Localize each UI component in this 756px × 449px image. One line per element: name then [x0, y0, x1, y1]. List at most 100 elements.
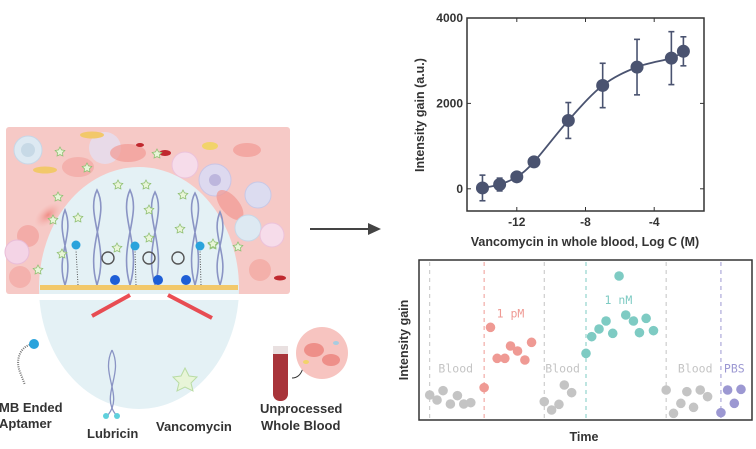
data-point [438, 385, 448, 396]
vancomycin-star-icon [207, 238, 219, 249]
x-tick-label: -12 [508, 215, 526, 229]
vancomycin-star-icon [177, 189, 189, 200]
x-axis-label: Vancomycin in whole blood, Log C (M) [471, 235, 699, 249]
sensor-illustration [4, 127, 290, 409]
data-point [586, 331, 597, 342]
data-point [520, 355, 530, 365]
data-point [527, 155, 541, 169]
legend-label-blood-1: Unprocessed [260, 401, 342, 416]
data-point [510, 170, 524, 184]
vancomycin-legend-icon [171, 366, 199, 392]
data-point [465, 397, 476, 408]
data-point [475, 181, 489, 195]
data-point [729, 398, 740, 409]
data-point [736, 384, 746, 395]
data-point [695, 385, 706, 395]
lubricin-legend-icon [103, 349, 120, 419]
data-point [594, 324, 604, 334]
vancomycin-star-icon [56, 248, 68, 259]
y-axis-label: Intensity gain (a.u.) [413, 58, 427, 172]
electrode [40, 285, 238, 290]
data-point [620, 310, 631, 320]
data-point [566, 387, 577, 398]
phase-label: Blood [438, 361, 473, 375]
data-point [546, 405, 557, 415]
data-point [668, 408, 679, 419]
data-point [445, 399, 456, 409]
data-point [526, 337, 537, 348]
data-point [676, 44, 690, 58]
dose-response-chart: -12 -8 -4 0 2000 4000 Vancomycin in whole blo… [413, 11, 705, 249]
vancomycin-star-icon [72, 212, 84, 223]
data-point [485, 322, 496, 333]
data-point [682, 386, 692, 397]
vancomycin-star-icon [47, 214, 59, 225]
y-tick-label: 2000 [436, 96, 463, 110]
data-point [688, 402, 699, 413]
data-point [561, 113, 575, 127]
data-point [648, 325, 659, 336]
vancomycin-star-icon [54, 146, 66, 157]
lubricin-strands [61, 188, 224, 286]
aptamers [71, 240, 205, 286]
data-point [607, 328, 618, 339]
legend-label-aptamer-1: MB Ended [0, 400, 63, 415]
data-point [634, 327, 645, 338]
vancomycin-star-icon [32, 264, 44, 275]
vancomycin-star-icon [174, 223, 186, 234]
vancomycin-star-icon [140, 179, 152, 190]
phase-label: PBS [724, 361, 745, 375]
time-trace-chart: Blood 1 pM Blood 1 nM Blood PBS Time Intensit… [397, 259, 753, 444]
y-tick-label: 0 [456, 182, 463, 196]
legend: MB Ended Aptamer Lubricin Vancomycin Unp… [0, 327, 348, 441]
vancomycin-star-icon [151, 148, 163, 159]
data-point [479, 382, 489, 393]
aptamer-legend-icon [17, 339, 39, 386]
data-point [505, 341, 516, 351]
phase-label: 1 pM [497, 306, 525, 320]
data-point [596, 78, 610, 92]
data-point [424, 390, 435, 400]
data-point [716, 407, 726, 418]
data-point [702, 391, 713, 402]
vancomycin-star-icon [143, 232, 155, 243]
data-point [493, 178, 507, 192]
vancomycin-star-icon [81, 162, 93, 173]
arrow-icon [310, 223, 381, 235]
vancomycin-star-icon [112, 179, 124, 190]
data-point [628, 316, 639, 326]
data-point [492, 353, 502, 364]
data-point [661, 385, 671, 395]
data-point [722, 385, 733, 395]
legend-label-vancomycin: Vancomycin [156, 419, 232, 434]
phase-label: Blood [545, 361, 580, 375]
data-point [676, 398, 686, 409]
phase-label: Blood [678, 361, 713, 375]
data-point [581, 348, 591, 359]
y-tick-label: 4000 [436, 11, 463, 25]
vancomycin-stars [32, 146, 244, 275]
plot-frame [418, 259, 753, 421]
phase-label: 1 nM [605, 293, 633, 307]
vancomycin-star-icon [52, 191, 64, 202]
data-point [432, 395, 442, 405]
data-point [500, 353, 510, 364]
blood-tube-icon [273, 327, 348, 401]
data-point [614, 271, 624, 281]
vancomycin-star-icon [232, 241, 244, 252]
vancomycin-star-icon [143, 204, 155, 215]
x-tick-label: -4 [649, 215, 660, 229]
legend-label-aptamer-2: Aptamer [0, 416, 52, 431]
vancomycin-star-icon [111, 242, 123, 253]
x-axis-label: Time [570, 430, 599, 444]
data-point [630, 60, 644, 74]
legend-label-blood-2: Whole Blood [261, 418, 340, 433]
data-point [452, 390, 463, 401]
legend-label-lubricin: Lubricin [87, 426, 138, 441]
y-axis-label: Intensity gain [397, 300, 411, 381]
blood-cells [4, 131, 286, 288]
data-point [641, 313, 651, 324]
fit-curve [482, 50, 684, 189]
data-point [559, 380, 570, 390]
